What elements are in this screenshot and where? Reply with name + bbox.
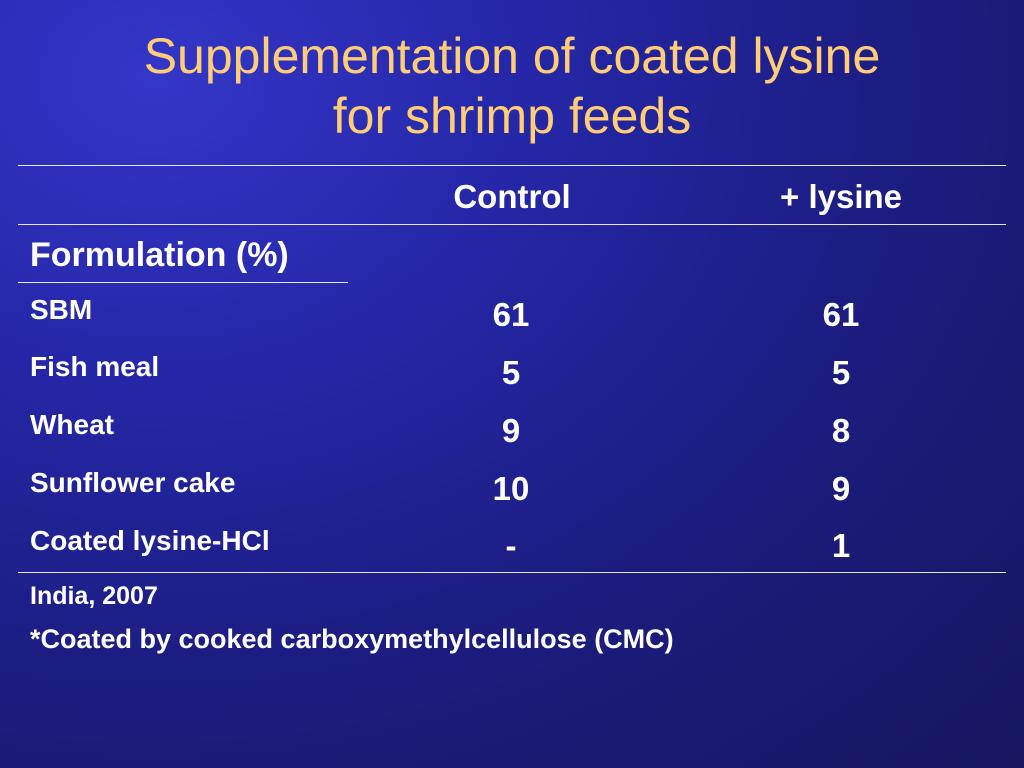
section-label-formulation: Formulation (%) [30,236,289,274]
row-label: SBM [30,294,93,325]
cell-lysine: 5 [831,354,851,391]
cell-control: 10 [492,470,530,507]
table-top-rule [18,165,1006,166]
cell-lysine: 9 [831,470,851,507]
row-label: Sunflower cake [30,467,236,498]
footnote: *Coated by cooked carboxymethylcellulose… [30,624,674,654]
cell-control: - [505,527,517,564]
row-label: Fish meal [30,351,160,382]
cell-lysine: 61 [822,296,860,333]
header-bottom-rule [18,224,1006,225]
section-label-rule [18,282,348,283]
cell-control: 5 [501,354,521,391]
cell-control: 9 [501,412,521,449]
column-header-lysine: + lysine [780,178,902,215]
cell-control: 61 [492,296,530,333]
cell-lysine: 1 [831,527,851,564]
column-header-control: Control [453,178,571,215]
title-line-2: for shrimp feeds [332,88,692,144]
table-bottom-rule [18,572,1006,573]
row-label: Wheat [30,409,114,440]
title-line-1: Supplementation of coated lysine [143,28,881,84]
cell-lysine: 8 [831,412,851,449]
slide-title: Supplementation of coated lysine for shr… [0,26,1024,146]
row-label: Coated lysine-HCl [30,525,270,556]
source-note: India, 2007 [30,582,158,610]
